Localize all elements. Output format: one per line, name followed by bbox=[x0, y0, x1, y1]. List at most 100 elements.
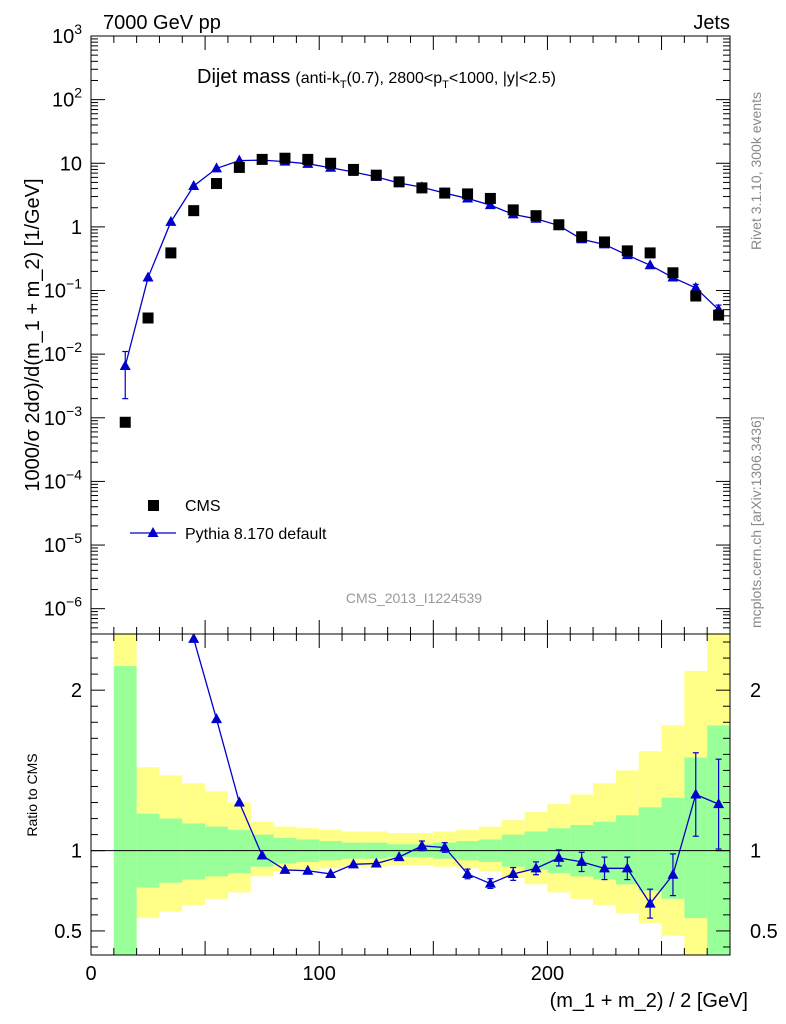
tick-base: 1 bbox=[71, 217, 82, 239]
ratio-y-tick-label: 1 bbox=[71, 841, 82, 863]
cms-marker bbox=[393, 176, 405, 188]
ratio-mc-marker bbox=[416, 839, 428, 850]
ratio-frame bbox=[90, 633, 731, 956]
ratio-y-tick-label-right: 0.5 bbox=[750, 921, 778, 943]
tick-exponent: −3 bbox=[66, 403, 82, 419]
main-y-tick-label: 10−1 bbox=[44, 276, 82, 303]
tick-base: 10 bbox=[44, 471, 66, 493]
cms-marker bbox=[233, 161, 245, 173]
cms-marker bbox=[256, 153, 268, 165]
ratio-y-tick-label-right: 1 bbox=[750, 841, 761, 863]
tick-base: 10 bbox=[52, 26, 74, 48]
ratio-mc-marker bbox=[256, 849, 268, 860]
cms-marker bbox=[667, 267, 679, 279]
ratio-y-tick-label: 2 bbox=[71, 680, 82, 702]
category-label: Jets bbox=[693, 12, 730, 34]
cms-marker bbox=[530, 210, 542, 222]
subtitle-sub2: T bbox=[442, 79, 449, 91]
cms-marker bbox=[553, 219, 565, 231]
tick-exponent: 3 bbox=[74, 21, 82, 37]
mc-marker bbox=[690, 281, 702, 292]
cms-marker bbox=[142, 312, 154, 324]
cms-marker bbox=[507, 204, 519, 216]
tick-base: 10 bbox=[60, 153, 82, 175]
x-tick-label: 100 bbox=[303, 963, 336, 985]
subtitle-prefix: (anti-k bbox=[295, 70, 340, 87]
ratio-mc-marker bbox=[233, 796, 245, 807]
tick-exponent: 2 bbox=[74, 85, 82, 101]
ratio-mc-marker bbox=[553, 851, 565, 862]
ratio-mc-marker bbox=[690, 788, 702, 799]
legend-label-mc: Pythia 8.170 default bbox=[185, 526, 327, 543]
ratio-mc-marker bbox=[621, 862, 633, 873]
ratio-band-inner bbox=[205, 826, 228, 877]
cms-marker bbox=[713, 309, 725, 321]
ratio-y-tick-label-right: 2 bbox=[750, 680, 761, 702]
ratio-mc-marker bbox=[439, 841, 451, 852]
energy-label: 7000 GeV pp bbox=[103, 12, 221, 34]
cms-marker bbox=[211, 178, 223, 190]
cms-marker bbox=[302, 153, 314, 165]
main-y-tick-label: 10 bbox=[60, 153, 82, 175]
tick-base: 10 bbox=[44, 344, 66, 366]
cms-marker bbox=[279, 152, 291, 164]
cms-marker bbox=[165, 247, 177, 259]
main-y-tick-label: 10−4 bbox=[44, 466, 82, 493]
ratio-y-tick-label: 0.5 bbox=[54, 921, 82, 943]
ratio-y-axis-label: Ratio to CMS bbox=[24, 753, 40, 836]
ratio-band-inner bbox=[113, 666, 137, 955]
title-text: Dijet mass bbox=[197, 66, 290, 88]
main-frame bbox=[90, 35, 731, 635]
ratio-mc-marker bbox=[576, 855, 588, 866]
ratio-mc-marker bbox=[484, 877, 496, 888]
cms-marker bbox=[462, 188, 474, 200]
subtitle-sub1: T bbox=[340, 79, 347, 91]
x-tick-label: 0 bbox=[85, 963, 96, 985]
cms-marker bbox=[598, 236, 610, 248]
mc-marker bbox=[142, 271, 154, 282]
legend-marker-mc bbox=[147, 527, 159, 537]
tick-exponent: −2 bbox=[66, 339, 82, 355]
ratio-mc-marker bbox=[302, 864, 314, 875]
main-y-tick-label: 10−6 bbox=[44, 594, 82, 621]
ratio-mc-marker bbox=[188, 634, 200, 643]
tick-base: 10 bbox=[52, 90, 74, 112]
ratio-mc-marker bbox=[644, 897, 656, 908]
ratio-marks bbox=[188, 634, 725, 919]
main-y-tick-label: 10−2 bbox=[44, 339, 82, 366]
mc-marker bbox=[188, 179, 200, 190]
main-y-tick-label: 10−3 bbox=[44, 403, 82, 430]
mc-marker bbox=[165, 215, 177, 226]
ratio-mc-marker bbox=[370, 857, 382, 868]
cms-marker bbox=[621, 245, 633, 257]
ratio-mc-marker bbox=[462, 867, 474, 878]
mc-marker bbox=[211, 162, 223, 173]
legend-marker-cms bbox=[148, 500, 159, 511]
ratio-mc-marker bbox=[667, 868, 679, 879]
ratio-band-inner bbox=[661, 797, 685, 899]
mc-marker bbox=[119, 360, 131, 371]
mc-marker bbox=[484, 199, 496, 210]
legend-label-cms: CMS bbox=[185, 498, 221, 515]
rivet-version-label: Rivet 3.1.10, 300k events bbox=[748, 92, 764, 250]
tick-exponent: −4 bbox=[66, 466, 82, 482]
subtitle-mid: (0.7), 2800<p bbox=[347, 70, 443, 87]
cms-marker bbox=[576, 231, 588, 243]
tick-base: 10 bbox=[44, 281, 66, 303]
cms-marker bbox=[439, 187, 451, 199]
ratio-mc-marker bbox=[598, 862, 610, 873]
main-y-tick-label: 1 bbox=[71, 217, 82, 239]
tick-exponent: −1 bbox=[66, 276, 82, 292]
ratio-panel: 0 100 200 0.5 0.5 1 1 2 2 Ratio to CMS (m_1 + m_… bbox=[24, 633, 778, 1012]
ratio-mc-marker bbox=[325, 867, 337, 878]
x-tick-label: 200 bbox=[531, 963, 564, 985]
analysis-id-label: CMS_2013_I1224539 bbox=[346, 590, 482, 606]
ratio-band-inner bbox=[638, 807, 662, 891]
cms-marker bbox=[690, 290, 702, 302]
cms-marker bbox=[325, 157, 337, 169]
ratio-bands bbox=[113, 634, 730, 955]
cms-marker bbox=[416, 182, 428, 194]
